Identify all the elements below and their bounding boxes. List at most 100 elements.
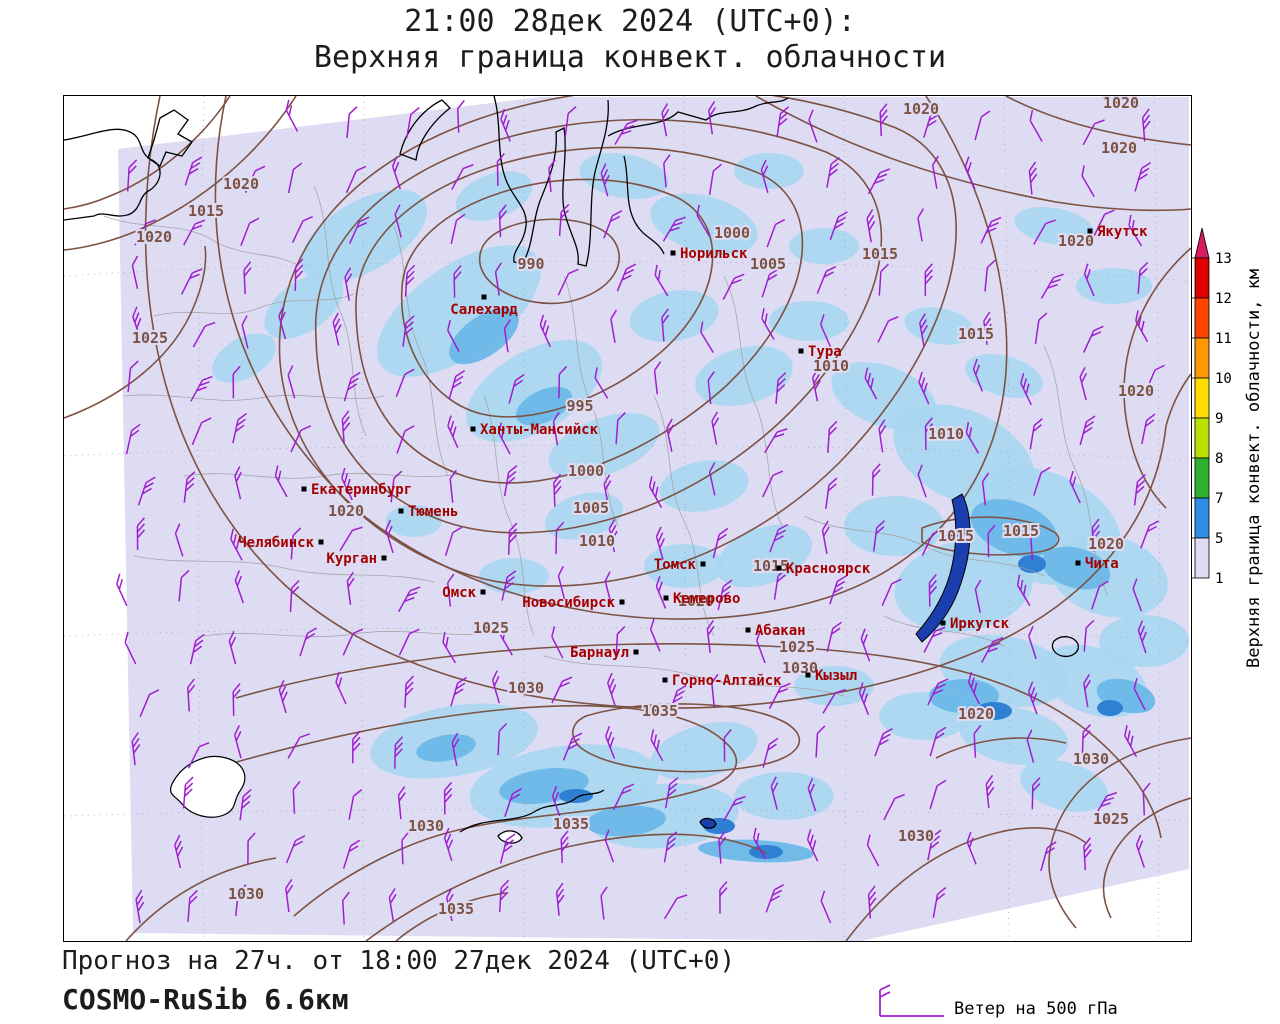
wind-barb (562, 732, 583, 761)
wind-barb (931, 155, 939, 189)
colorbar-tick-label: 13 (1215, 251, 1232, 267)
wind-barb (1031, 776, 1041, 810)
city-marker (805, 672, 811, 678)
wind-barb (603, 210, 623, 239)
wind-barb (557, 566, 566, 600)
wind-barb (980, 216, 1002, 244)
wind-barb (712, 527, 729, 559)
wind-barb (1069, 470, 1081, 504)
wind-barb (174, 523, 184, 557)
wind-barb (136, 517, 146, 550)
wind-barb (1020, 372, 1032, 406)
wind-barb (285, 878, 294, 913)
wind-barb (923, 626, 946, 653)
wind-barb (551, 676, 573, 704)
wind-barb (552, 411, 560, 446)
wind-barb (1140, 520, 1160, 549)
wind-barb (450, 213, 466, 245)
wind-barb (278, 306, 287, 340)
colorbar-segment (1194, 497, 1210, 539)
city-marker (1087, 228, 1093, 234)
wind-barb (447, 415, 459, 449)
wind-barb (232, 365, 241, 399)
wind-barb (927, 678, 949, 706)
wind-barb (191, 417, 212, 446)
wind-barb (822, 688, 846, 714)
wind-barb (234, 884, 247, 916)
isobar-label: 1020 (223, 175, 259, 193)
wind-barb (498, 879, 510, 912)
wind-barb (335, 671, 347, 705)
wind-barb (385, 519, 394, 554)
cities-layer: Якутск Норильск Салехард Тура Ханты-Мансийск… (238, 224, 1148, 689)
city-label: Челябинск (238, 535, 314, 551)
colorbar-segment (1194, 337, 1210, 379)
small-lake-2 (699, 817, 717, 829)
wind-barb (1040, 273, 1064, 299)
forecast-text: Прогноз на 27ч. от 18:00 27дек 2024 (UTC… (62, 946, 736, 976)
wind-barb (981, 637, 1004, 663)
wind-barb (829, 575, 847, 605)
wind-barb (610, 309, 618, 343)
wind-barb (917, 208, 925, 242)
wind-barb (504, 787, 523, 817)
wind-barb (132, 306, 142, 340)
wind-barb (395, 368, 415, 397)
wind-barb (232, 683, 241, 716)
wind-barb (228, 630, 237, 665)
wind-barb (867, 168, 891, 195)
wind-barb (607, 672, 617, 706)
wind-barb (707, 371, 715, 405)
city-marker (776, 565, 782, 571)
wind-barb (769, 523, 789, 553)
wind-barb (134, 219, 157, 246)
colorbar-tick-label: 10 (1215, 371, 1232, 387)
wind-barb (346, 571, 355, 605)
wind-barb (1137, 620, 1147, 654)
wind-barb (1083, 673, 1092, 708)
wind-barb (558, 203, 570, 236)
wind-barb (558, 365, 568, 399)
wind-barb (1137, 261, 1149, 294)
colorbar-segment (1194, 457, 1210, 499)
wind-barb (594, 367, 609, 399)
wind-barb (981, 472, 990, 506)
wind-barb (826, 156, 840, 188)
wind-barb (762, 737, 779, 768)
wind-barb (233, 725, 242, 759)
isobar-label: 1035 (438, 900, 474, 918)
wind-barb (1128, 214, 1143, 247)
wind-barb (932, 886, 947, 918)
city-label: Тура (808, 344, 842, 360)
wind-barbs-layer (116, 99, 1165, 925)
city-label: Абакан (755, 623, 806, 639)
wind-barb (872, 520, 886, 552)
wind-barb (1133, 677, 1146, 711)
wind-barb (449, 469, 457, 503)
title-line-1: 21:00 28дек 2024 (UTC+0): (404, 4, 856, 39)
wind-barb (341, 410, 351, 444)
city-marker (619, 599, 625, 605)
wind-barb (967, 671, 980, 705)
city-label: Горно-Алтайск (672, 673, 782, 689)
wind-barb (662, 216, 686, 242)
wind-barb (341, 467, 353, 501)
wind-barb (661, 103, 670, 137)
wind-barb (718, 830, 727, 864)
city-label: Екатеринбург (311, 482, 412, 498)
wind-barb (1026, 729, 1035, 763)
wind-barb (239, 788, 252, 821)
wind-barb (342, 628, 364, 656)
wind-barb (612, 783, 635, 811)
wind-barb (761, 308, 775, 340)
wind-barb (808, 109, 818, 143)
isobar-label: 1025 (132, 329, 168, 347)
wind-barb (973, 724, 982, 758)
wind-barb (806, 829, 819, 862)
wind-barb (451, 732, 460, 767)
model-text: COSMO-RuSib 6.6км (62, 983, 349, 1016)
wind-barb (124, 631, 137, 665)
wind-barb (654, 264, 669, 297)
wind-barb (388, 887, 397, 922)
wind-barb (604, 829, 615, 863)
